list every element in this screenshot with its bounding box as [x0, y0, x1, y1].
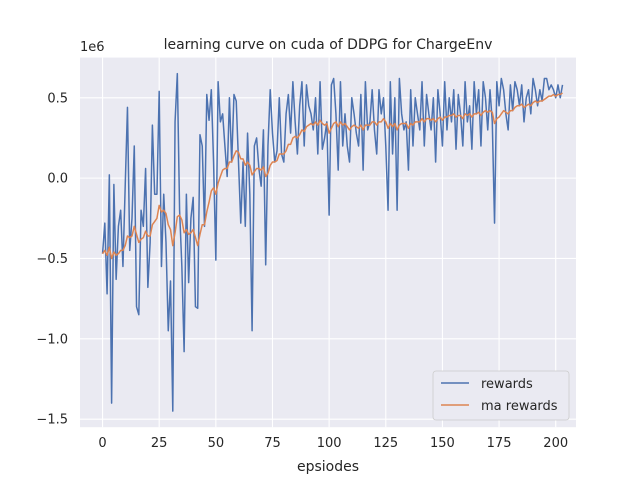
y-tick-label: −1.5	[36, 413, 68, 428]
chart-title: learning curve on cuda of DDPG for Charg…	[164, 37, 493, 53]
legend-label-ma-rewards: ma rewards	[481, 399, 558, 414]
x-tick-label: 50	[208, 436, 225, 451]
y-tick-label: 0.0	[47, 172, 68, 187]
x-axis-label: epsiodes	[297, 459, 359, 475]
y-axis: −1.5 −1.0 −0.5 0.0 0.5	[36, 91, 68, 427]
x-tick-label: 150	[430, 436, 455, 451]
series-layer	[101, 72, 564, 412]
y-tick-label: 0.5	[47, 91, 68, 106]
y-scale-label: 1e6	[80, 40, 105, 55]
y-tick-label: −1.0	[36, 332, 68, 347]
x-tick-label: 75	[264, 436, 281, 451]
x-tick-label: 125	[373, 436, 398, 451]
series-line-ma-rewards	[101, 92, 563, 260]
x-tick-label: 175	[487, 436, 512, 451]
series-line-rewards	[101, 72, 564, 412]
x-axis: 0 25 50 75 100 125 150 175 200	[98, 436, 568, 451]
x-tick-label: 100	[317, 436, 342, 451]
y-tick-label: −0.5	[36, 252, 68, 267]
x-tick-label: 25	[151, 436, 168, 451]
legend-label-rewards: rewards	[481, 377, 533, 392]
legend: rewards ma rewards	[432, 370, 570, 421]
x-tick-label: 200	[543, 436, 568, 451]
x-tick-label: 0	[98, 436, 106, 451]
